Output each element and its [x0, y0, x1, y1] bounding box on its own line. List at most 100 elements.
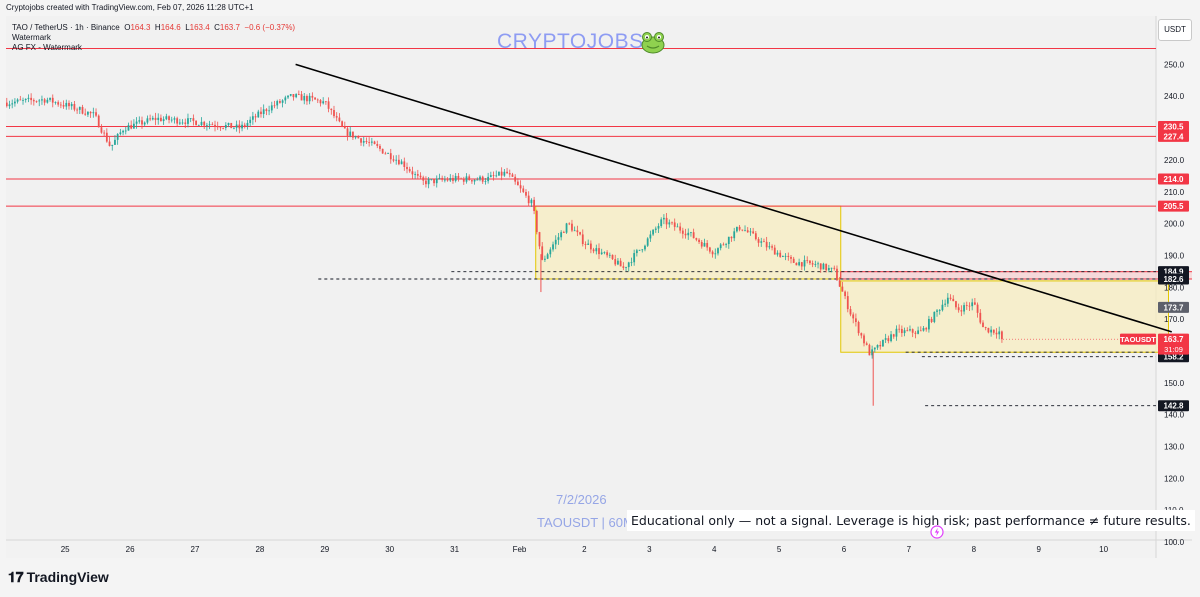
- candle-body: [368, 142, 371, 143]
- candle-body: [222, 127, 225, 129]
- candle-body: [192, 118, 195, 121]
- candle-body: [49, 97, 51, 100]
- brand-watermark: CRYPTOJOBS: [497, 30, 644, 53]
- candle-body: [487, 176, 490, 182]
- candle-body: [43, 99, 46, 103]
- candle-body: [184, 122, 187, 124]
- candle-body: [308, 95, 311, 102]
- candle-body: [700, 242, 703, 247]
- candle-body: [157, 117, 160, 121]
- candle-body: [130, 125, 133, 129]
- candle-body: [14, 101, 16, 104]
- candle-body: [333, 110, 335, 117]
- candle-body: [622, 266, 625, 268]
- candle-body: [471, 180, 473, 182]
- candle-body: [992, 329, 995, 333]
- alert-bolt-icon[interactable]: [930, 525, 944, 539]
- watermark-date: 7/2/2026: [556, 492, 607, 507]
- candle-body: [135, 121, 138, 124]
- candle-body: [581, 234, 584, 245]
- candle-body: [178, 122, 181, 124]
- current-price-label: 163.7: [1163, 335, 1184, 344]
- candle-body: [573, 230, 576, 232]
- price-tag-label: 173.7: [1163, 303, 1184, 312]
- candle-body: [725, 244, 727, 245]
- candle-body: [68, 102, 70, 107]
- candle-body: [825, 263, 828, 271]
- candle-body: [141, 120, 143, 125]
- candle-body: [241, 124, 243, 129]
- candle-body: [233, 127, 235, 129]
- candle-body: [519, 185, 522, 189]
- candle-body: [8, 104, 11, 107]
- price-tag-dark: [1158, 400, 1189, 412]
- candle-body: [81, 106, 84, 114]
- y-tick-label: 210.0: [1164, 188, 1185, 197]
- candle-body: [944, 303, 947, 305]
- candle-body: [833, 267, 836, 269]
- candle-body: [673, 222, 676, 227]
- indicator-legend-agfx-watermark[interactable]: AG FX - Watermark: [12, 43, 82, 52]
- indicator-legend-watermark[interactable]: Watermark: [12, 33, 51, 42]
- chart-credit: Cryptojobs created with TradingView.com,…: [6, 3, 254, 12]
- candle-body: [138, 120, 141, 122]
- candle-body: [976, 304, 979, 313]
- candle-body: [406, 166, 408, 170]
- candle-body: [78, 106, 81, 110]
- x-tick-label: 31: [450, 545, 459, 554]
- high-label: H: [154, 23, 161, 32]
- candle-body: [681, 230, 684, 234]
- candle-body: [882, 339, 884, 347]
- candle-body: [243, 124, 246, 126]
- candle-body: [397, 159, 400, 165]
- candle-body: [738, 226, 741, 230]
- candle-body: [879, 345, 882, 347]
- y-tick-label: 220.0: [1164, 156, 1185, 165]
- candle-body: [103, 132, 106, 134]
- candle-body: [630, 262, 633, 264]
- current-price-tag: [1158, 333, 1189, 355]
- candle-body: [890, 334, 892, 342]
- candle-body: [357, 136, 360, 139]
- candle-body: [736, 226, 738, 232]
- candle-body: [960, 310, 963, 312]
- x-tick-label: 8: [972, 545, 977, 554]
- chart-frame[interactable]: 100.0110.0120.0130.0140.0150.0160.0170.0…: [6, 16, 1192, 558]
- candle-body: [884, 338, 887, 340]
- candle-body: [549, 249, 552, 255]
- price-chart[interactable]: 100.0110.0120.0130.0140.0150.0160.0170.0…: [6, 16, 1192, 558]
- price-tag-label: 142.8: [1163, 402, 1184, 411]
- candle-body: [276, 101, 279, 106]
- x-tick-label: 6: [842, 545, 847, 554]
- candle-body: [400, 161, 403, 165]
- candle-body: [554, 239, 557, 245]
- candle-body: [119, 132, 122, 135]
- candle-body: [370, 141, 373, 143]
- y-tick-label: 250.0: [1164, 60, 1185, 69]
- candle-body: [703, 242, 706, 247]
- candle-body: [911, 329, 914, 333]
- candle-body: [527, 195, 530, 204]
- trendline-layer: [295, 63, 1172, 333]
- candle-body: [22, 99, 24, 101]
- candle-body: [852, 314, 855, 319]
- candle-body: [784, 255, 787, 257]
- candle-body: [922, 328, 925, 331]
- candle-body: [289, 94, 292, 96]
- candle-body: [449, 178, 452, 181]
- candle-body: [195, 120, 197, 126]
- candle-body: [260, 111, 262, 115]
- tradingview-logo[interactable]: 𝟏𝟕 TradingView: [8, 569, 109, 586]
- candle-body: [11, 103, 14, 105]
- candle-body: [57, 102, 60, 105]
- candle-body: [473, 179, 476, 182]
- candle-body: [746, 230, 749, 233]
- candle-body: [249, 119, 252, 123]
- price-tag-gray: [1158, 301, 1189, 313]
- candle-body: [800, 262, 803, 267]
- candle-body: [338, 117, 341, 122]
- candle-body: [462, 178, 465, 182]
- candle-body: [500, 171, 503, 176]
- currency-badge[interactable]: USDT: [1158, 19, 1192, 41]
- symbol-legend[interactable]: TAO / TetherUS · 1h · Binance O164.3 H16…: [12, 23, 295, 32]
